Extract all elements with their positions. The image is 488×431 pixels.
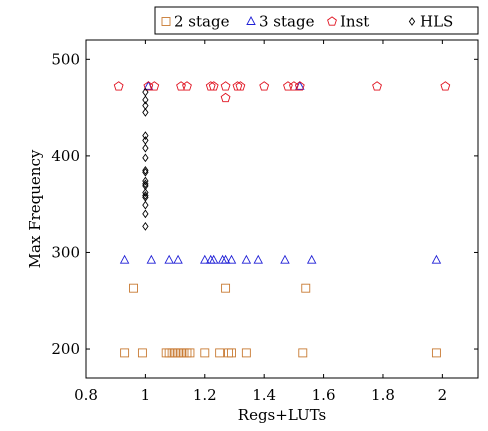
legend: 2 stage 3 stage Inst HLS [154, 6, 479, 35]
data-point-2-stage [176, 348, 186, 358]
data-point-hls [142, 179, 149, 189]
data-point-hls [142, 222, 149, 231]
x-axis-label: Regs+LUTs [238, 406, 326, 424]
data-points [113, 80, 451, 358]
data-point-3-stage [306, 254, 317, 264]
data-point-2-stage [241, 348, 251, 358]
data-point-inst [113, 81, 124, 91]
x-tick-label: 1.2 [193, 386, 217, 404]
legend-label-hls: HLS [420, 13, 453, 31]
data-point-3-stage [431, 254, 442, 264]
series-inst [113, 81, 451, 103]
legend-marker-inst [327, 16, 337, 26]
data-point-inst [283, 81, 293, 91]
data-point-inst [372, 81, 382, 91]
data-point-2-stage [120, 348, 130, 358]
legend-entry-hls: HLS [408, 13, 453, 31]
y-tick-label: 500 [51, 50, 80, 68]
legend-label-2-stage: 2 stage [174, 13, 230, 31]
data-point-2-stage [137, 348, 147, 358]
data-point-2-stage [221, 283, 231, 293]
data-point-2-stage [215, 348, 225, 358]
data-point-hls [142, 143, 149, 153]
data-point-inst [220, 81, 231, 91]
data-point-3-stage [220, 254, 231, 264]
data-point-inst [176, 81, 186, 91]
data-point-hls [142, 191, 149, 200]
data-point-3-stage [146, 254, 157, 264]
data-point-2-stage [129, 283, 138, 293]
legend-marker-3-stage [246, 16, 256, 25]
data-point-3-stage [164, 254, 174, 264]
data-point-hls [142, 166, 149, 175]
x-tick-label: 1.6 [312, 386, 336, 404]
data-point-inst [294, 81, 305, 91]
data-point-hls [142, 108, 149, 117]
x-tick-label: 2 [438, 386, 448, 404]
x-tick-label: 1 [141, 386, 151, 404]
data-point-2-stage [179, 348, 189, 358]
data-point-inst [220, 92, 231, 103]
data-point-2-stage [301, 283, 311, 293]
data-point-2-stage [182, 348, 192, 358]
legend-label-inst: Inst [340, 13, 369, 31]
axis-ticks: 0.8 1 1.2 1.4 1.6 1.8 2 200 300 400 500 [51, 40, 478, 404]
y-tick-label: 400 [51, 147, 80, 165]
data-point-hls [142, 136, 149, 145]
data-point-hls [142, 176, 149, 186]
data-point-inst [259, 81, 270, 91]
legend-marker-hls [408, 17, 416, 26]
data-point-3-stage [253, 254, 263, 264]
data-point-hls [142, 209, 149, 219]
legend-entry-inst: Inst [327, 13, 369, 31]
data-point-hls [142, 95, 149, 105]
legend-box [154, 6, 479, 35]
legend-entry-2-stage: 2 stage [161, 13, 230, 31]
data-point-inst [208, 81, 219, 91]
data-point-inst [182, 81, 192, 91]
data-point-3-stage [119, 254, 130, 264]
x-tick-label: 1.4 [252, 386, 276, 404]
legend-label-3-stage: 3 stage [259, 13, 315, 31]
data-point-2-stage [224, 348, 233, 358]
data-point-hls [142, 200, 149, 210]
data-point-inst [440, 81, 451, 91]
data-point-2-stage [200, 348, 210, 358]
data-point-2-stage [173, 348, 183, 358]
data-point-3-stage [208, 254, 219, 264]
data-point-inst [143, 81, 154, 91]
x-tick-label: 1.8 [371, 386, 395, 404]
x-tick-label: 0.8 [74, 386, 98, 404]
data-point-inst [235, 81, 246, 91]
data-point-3-stage [226, 254, 237, 264]
data-point-2-stage [167, 348, 177, 358]
data-point-hls [142, 167, 149, 177]
data-point-inst [149, 81, 160, 91]
data-point-2-stage [431, 348, 441, 358]
legend-marker-2-stage [161, 17, 171, 26]
data-point-2-stage [227, 348, 236, 358]
data-point-hls [142, 188, 149, 197]
data-point-inst [288, 81, 299, 91]
data-point-2-stage [298, 348, 308, 358]
y-axis-label: Max Frequency [26, 149, 44, 268]
data-point-2-stage [161, 348, 171, 358]
data-point-3-stage [241, 254, 252, 264]
data-point-3-stage [280, 254, 290, 264]
legend-entry-3-stage: 3 stage [246, 13, 315, 31]
data-point-hls [142, 153, 149, 163]
data-point-3-stage [173, 254, 183, 264]
y-tick-label: 300 [51, 243, 80, 261]
data-point-2-stage [170, 348, 180, 358]
data-point-2-stage [185, 348, 195, 358]
y-tick-label: 200 [51, 340, 80, 358]
plot-frame [85, 39, 479, 379]
series-2-stage [120, 283, 441, 358]
series-3-stage [119, 80, 442, 264]
data-point-3-stage [200, 254, 210, 264]
data-point-2-stage [164, 348, 174, 358]
data-point-hls [142, 131, 149, 140]
series-hls [142, 87, 149, 231]
